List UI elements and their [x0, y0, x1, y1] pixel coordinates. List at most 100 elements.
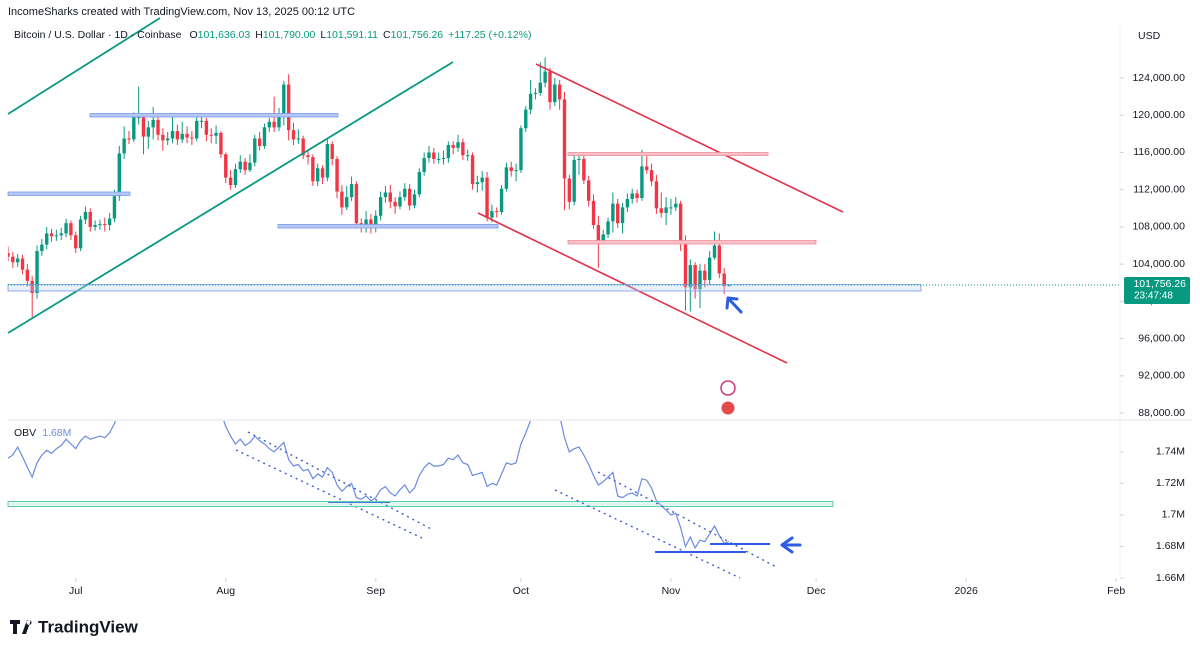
candle-body [311, 157, 315, 182]
candle-body [74, 235, 78, 249]
trend-line [7, 61, 454, 334]
candle-body [161, 134, 165, 141]
candle-body [417, 172, 422, 195]
y-tick-label: 112,000.00 [1133, 183, 1185, 195]
candle-body [398, 197, 402, 207]
candle-body [466, 155, 470, 157]
candle-body [524, 109, 528, 129]
candle-body [219, 132, 223, 155]
candle-body [456, 142, 460, 148]
candle-body [451, 145, 455, 148]
candle-body [393, 201, 397, 207]
candle-body [374, 215, 378, 225]
dotted-line [597, 471, 779, 569]
candle-body [388, 192, 392, 202]
candle-body [122, 138, 126, 154]
candle-body [509, 167, 513, 172]
brand: TradingView [10, 617, 139, 636]
candle-body [8, 252, 10, 257]
trend-line [7, 17, 161, 115]
candle-body [703, 270, 707, 280]
x-tick-label: Sep [366, 585, 385, 597]
candle-body [180, 133, 184, 140]
candle-body [325, 144, 330, 178]
candle-body [209, 134, 213, 136]
candle-body [495, 211, 499, 213]
candle-body [112, 196, 117, 219]
candle-body [707, 257, 712, 280]
candle-body [224, 154, 228, 178]
candle-body [533, 92, 538, 94]
y-tick-label: 124,000.00 [1132, 72, 1185, 84]
candle-body [591, 200, 596, 226]
x-tick-label: Dec [807, 585, 826, 597]
candle-body [78, 219, 83, 249]
candle-body [582, 158, 586, 181]
candle-body [519, 128, 523, 171]
candle-body [664, 207, 668, 213]
event-icon [720, 400, 736, 416]
candle-body [69, 223, 73, 236]
y-tick-label: 108,000.00 [1132, 221, 1185, 233]
candle-body [141, 117, 146, 137]
price-tag-label: 101,756.26 [1133, 278, 1186, 290]
candle-body [446, 145, 451, 159]
legend-key: L [320, 29, 326, 41]
zone [7, 501, 834, 507]
dotted-line [235, 449, 423, 539]
candle-body [480, 177, 484, 183]
candle-body [238, 161, 242, 170]
candle-body [15, 258, 20, 263]
candle-body [712, 245, 717, 258]
arrow [780, 536, 802, 554]
candle-body [151, 119, 155, 128]
candle-body [243, 161, 247, 171]
candle-body [557, 84, 562, 100]
candle-body [490, 211, 494, 218]
candle-body [364, 219, 368, 226]
candle-body [567, 178, 572, 202]
legend-value: 101,756.26 [391, 29, 444, 41]
legend-key: C [383, 29, 391, 41]
candle-body [383, 192, 388, 198]
candle-body [693, 265, 697, 290]
candle-body [291, 130, 296, 140]
candle-body [195, 120, 199, 139]
candle-body [606, 221, 610, 235]
candle-body [257, 138, 262, 146]
candle-body [272, 121, 276, 128]
candle-body [103, 224, 107, 226]
y-tick-label: 104,000.00 [1132, 258, 1185, 270]
candle-body [572, 159, 576, 202]
candle-body [54, 235, 59, 237]
currency-label: USD [1138, 30, 1161, 42]
candle-body [282, 84, 286, 114]
candle-body [427, 152, 431, 159]
channel-line [535, 63, 844, 213]
x-tick-label: 2026 [954, 585, 978, 597]
candle-body [286, 84, 291, 131]
candle-body [577, 158, 581, 160]
candle-body [407, 188, 412, 206]
obv-legend: OBV 1.68M [14, 427, 71, 439]
candle-body [340, 191, 344, 208]
candle-body [204, 120, 209, 135]
candle-body [248, 162, 252, 171]
zone [567, 152, 769, 156]
candle-body [504, 167, 509, 189]
candle-body [640, 166, 644, 199]
candle-body [45, 233, 49, 245]
candle-body [678, 203, 683, 241]
candle-body [136, 117, 141, 119]
y-tick-label: 1.7M [1162, 509, 1185, 521]
candle-body [432, 152, 436, 159]
price-tag [1124, 277, 1190, 305]
legend-title: Bitcoin / U.S. Dollar · 1D · Coinbase [14, 29, 182, 41]
zone [7, 191, 131, 196]
legend: Bitcoin / U.S. Dollar · 1D · Coinbase O10… [14, 29, 531, 41]
legend-key: H [255, 29, 263, 41]
dotted-line [554, 489, 741, 579]
candle-body [214, 132, 218, 136]
y-tick-label: 88,000.00 [1138, 407, 1185, 419]
